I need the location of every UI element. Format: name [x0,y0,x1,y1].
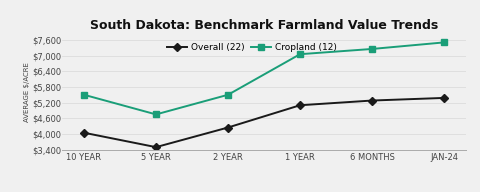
Line: Cropland (12): Cropland (12) [81,40,447,117]
Y-axis label: AVERAGE $/ACRE: AVERAGE $/ACRE [24,62,30,122]
Overall (22) [369,99,375,102]
Overall (22) [225,126,231,129]
Cropland (12) [225,94,231,96]
Cropland (12) [441,41,447,44]
Legend: Overall (22), Cropland (12): Overall (22), Cropland (12) [164,39,340,55]
Overall (22) [297,104,303,106]
Cropland (12) [369,48,375,50]
Cropland (12) [297,53,303,55]
Overall (22) [153,146,159,148]
Overall (22) [441,97,447,99]
Cropland (12) [153,113,159,116]
Overall (22) [81,132,87,134]
Line: Overall (22): Overall (22) [81,95,447,150]
Title: South Dakota: Benchmark Farmland Value Trends: South Dakota: Benchmark Farmland Value T… [90,19,438,32]
Cropland (12) [81,94,87,96]
